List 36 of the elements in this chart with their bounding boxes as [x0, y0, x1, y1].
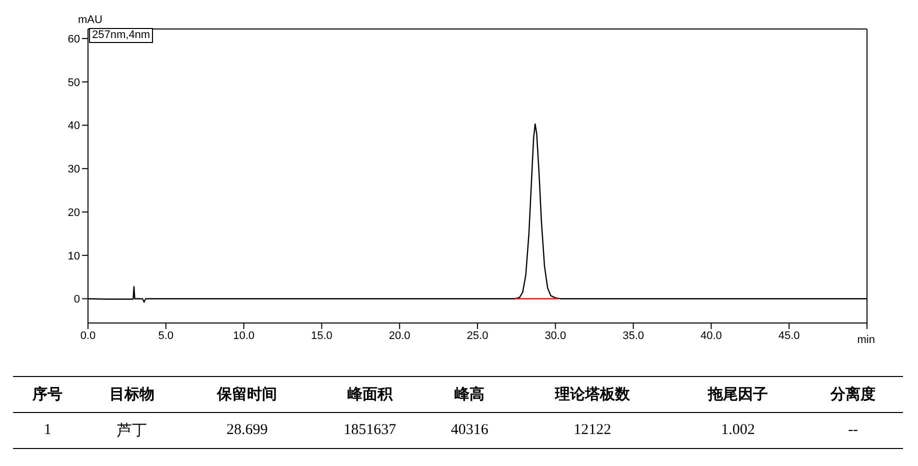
text: 目标物 — [108, 384, 156, 405]
text: 分离度 — [829, 384, 877, 405]
x-tick-label: 5.0 — [158, 330, 174, 342]
y-tick-label: 0 — [74, 294, 80, 306]
x-tick-label: 10.0 — [233, 330, 255, 342]
text: -- — [847, 421, 860, 440]
text: 1 — [42, 421, 52, 440]
x-tick-label: 25.0 — [466, 330, 488, 342]
x-tick-label: 20.0 — [388, 330, 410, 342]
y-tick-label: 10 — [68, 250, 80, 262]
y-tick-label: 60 — [68, 33, 80, 46]
annotation: 257nm,4nm — [89, 28, 154, 43]
text: 峰面积 — [346, 384, 394, 405]
y-tick-label: 50 — [68, 76, 80, 89]
text: 40316 — [450, 421, 490, 440]
text: 拖尾因子 — [706, 384, 769, 405]
text: 28.699 — [226, 421, 269, 440]
y-tick-label: 40 — [68, 120, 80, 132]
text: 保留时间 — [216, 384, 278, 405]
x-tick-label: 0.0 — [80, 330, 96, 342]
x-tick-label: 15.0 — [310, 330, 332, 342]
text: 峰高 — [454, 384, 486, 405]
text: 芦丁 — [116, 422, 148, 441]
text: 理论塔板数 — [554, 384, 631, 405]
x-tick-label: 30.0 — [544, 330, 566, 342]
text: 12122 — [572, 421, 612, 440]
x-tick-label: 40.0 — [700, 330, 722, 342]
text: 1.002 — [720, 421, 756, 440]
x-axis-title: min — [857, 334, 875, 346]
y-tick-label: 30 — [68, 164, 80, 176]
text: 序号 — [31, 384, 64, 405]
x-tick-label: 35.0 — [622, 330, 644, 342]
y-axis-title: mAU — [78, 14, 102, 27]
y-tick-label: 20 — [68, 206, 80, 219]
x-tick-label: 45.0 — [778, 330, 800, 342]
text: 1851637 — [342, 421, 398, 440]
